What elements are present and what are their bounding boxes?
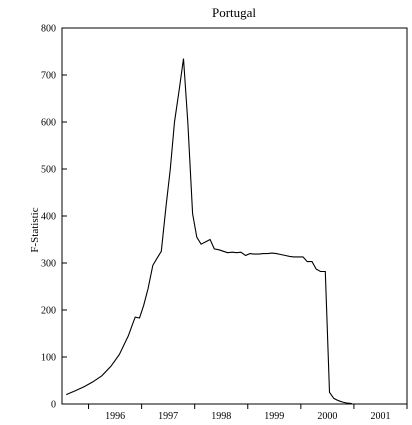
y-tick-label: 200 (41, 306, 56, 317)
x-axis: 1996 1997 1998 1999 2000 2001 (88, 404, 408, 422)
y-tick-label: 300 (41, 259, 56, 270)
y-axis: 0 100 200 300 400 500 600 700 800 (41, 24, 67, 411)
x-tick-label: 1998 (211, 411, 231, 422)
y-tick-label: 400 (41, 212, 56, 223)
plot-frame (61, 27, 408, 405)
y-tick-label: 700 (41, 71, 56, 82)
chart-title: Portugal (212, 5, 256, 20)
x-tick-label: 2001 (370, 411, 390, 422)
y-tick-label: 100 (41, 353, 56, 364)
y-tick-label: 500 (41, 165, 56, 176)
x-tick-label: 1999 (264, 411, 284, 422)
y-tick-label: 0 (51, 400, 56, 411)
y-tick-label: 800 (41, 24, 56, 35)
series-line (65, 58, 352, 405)
x-tick-label: 1997 (158, 411, 178, 422)
y-axis-label: F-Statistic (29, 207, 41, 252)
y-tick-label: 600 (41, 118, 56, 129)
x-tick-label: 2000 (317, 411, 337, 422)
x-tick-label: 1996 (105, 411, 125, 422)
